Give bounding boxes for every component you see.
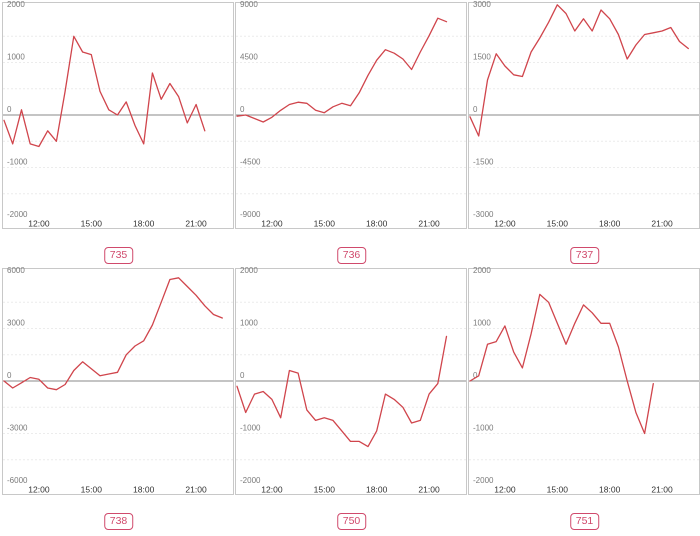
y-tick-label: 0 — [7, 105, 12, 114]
x-tick-label: 12:00 — [261, 219, 283, 229]
x-tick-label: 12:00 — [261, 485, 283, 495]
x-tick-label: 15:00 — [547, 485, 569, 495]
chart-panel-738: 6000 3000 0 -3000 -6000 12:00 15:00 18:00 21:00 7… — [2, 266, 234, 534]
x-tick-label: 12:00 — [28, 485, 50, 495]
y-tick-label: -4500 — [240, 158, 261, 167]
y-tick-label: 2000 — [240, 266, 258, 275]
y-tick-label: 0 — [240, 371, 245, 380]
y-tick-label: 0 — [7, 371, 12, 380]
x-tick-label: 12:00 — [28, 219, 50, 229]
series-line — [3, 35, 206, 148]
y-tick-label: 4500 — [240, 53, 258, 62]
series-line — [236, 17, 448, 123]
y-tick-label: -2000 — [473, 476, 494, 485]
chart-panel-735: 2000 1000 0 -1000 -2000 12:00 15:00 18:00 21:00 7… — [2, 0, 234, 268]
x-tick-label: 15:00 — [81, 485, 103, 495]
series-line — [3, 277, 223, 391]
y-tick-label: 6000 — [7, 266, 25, 275]
chart-id-badge[interactable]: 750 — [336, 513, 367, 530]
y-tick-label: -1000 — [473, 424, 494, 433]
y-tick-label: -1500 — [473, 158, 494, 167]
chart-panel-737: 3000 1500 0 -1500 -3000 12:00 15:00 18:00 21:00 7… — [468, 0, 700, 268]
x-tick-label: 21:00 — [651, 219, 673, 229]
x-tick-label: 12:00 — [494, 485, 516, 495]
series-line — [469, 4, 689, 137]
x-tick-label: 21:00 — [651, 485, 673, 495]
x-tick-label: 15:00 — [314, 219, 336, 229]
y-tick-label: 1500 — [473, 53, 491, 62]
y-tick-label: -1000 — [240, 424, 261, 433]
x-tick-label: 18:00 — [599, 219, 621, 229]
x-tick-label: 18:00 — [366, 485, 388, 495]
y-tick-label: 0 — [473, 105, 478, 114]
y-tick-label: -6000 — [7, 476, 28, 485]
x-tick-label: 15:00 — [314, 485, 336, 495]
x-tick-label: 12:00 — [494, 219, 516, 229]
y-tick-label: 0 — [473, 371, 478, 380]
y-tick-label: 1000 — [240, 319, 258, 328]
chart-id-badge[interactable]: 735 — [103, 247, 134, 264]
y-tick-label: -2000 — [7, 210, 28, 219]
chart-id-badge[interactable]: 736 — [336, 247, 367, 264]
y-tick-label: 2000 — [7, 0, 25, 9]
y-tick-label: 2000 — [473, 266, 491, 275]
y-tick-label: -3000 — [7, 424, 28, 433]
x-tick-label: 15:00 — [81, 219, 103, 229]
chart-panel-750: 2000 1000 0 -1000 -2000 12:00 15:00 18:00 21:00 7… — [235, 266, 467, 534]
x-tick-label: 21:00 — [185, 219, 207, 229]
y-tick-label: 3000 — [473, 0, 491, 9]
y-tick-label: -1000 — [7, 158, 28, 167]
y-tick-label: 1000 — [473, 319, 491, 328]
series-line — [236, 335, 448, 448]
x-tick-label: 21:00 — [418, 485, 440, 495]
x-tick-label: 18:00 — [366, 219, 388, 229]
x-tick-label: 18:00 — [599, 485, 621, 495]
series-line — [469, 293, 654, 435]
x-tick-label: 18:00 — [133, 219, 155, 229]
y-tick-label: 3000 — [7, 319, 25, 328]
y-tick-label: -9000 — [240, 210, 261, 219]
y-tick-label: 0 — [240, 105, 245, 114]
chart-id-badge[interactable]: 737 — [569, 247, 600, 264]
y-tick-label: -2000 — [240, 476, 261, 485]
y-tick-label: 1000 — [7, 53, 25, 62]
chart-id-badge[interactable]: 751 — [569, 513, 600, 530]
chart-id-badge[interactable]: 738 — [103, 513, 134, 530]
chart-panel-736: 9000 4500 0 -4500 -9000 12:00 15:00 18:00 21:00 7… — [235, 0, 467, 268]
x-tick-label: 18:00 — [133, 485, 155, 495]
x-tick-label: 21:00 — [418, 219, 440, 229]
x-tick-label: 21:00 — [185, 485, 207, 495]
x-tick-label: 15:00 — [547, 219, 569, 229]
y-tick-label: -3000 — [473, 210, 494, 219]
chart-panel-751: 2000 1000 0 -1000 -2000 12:00 15:00 18:00 21:00 7… — [468, 266, 700, 534]
y-tick-label: 9000 — [240, 0, 258, 9]
